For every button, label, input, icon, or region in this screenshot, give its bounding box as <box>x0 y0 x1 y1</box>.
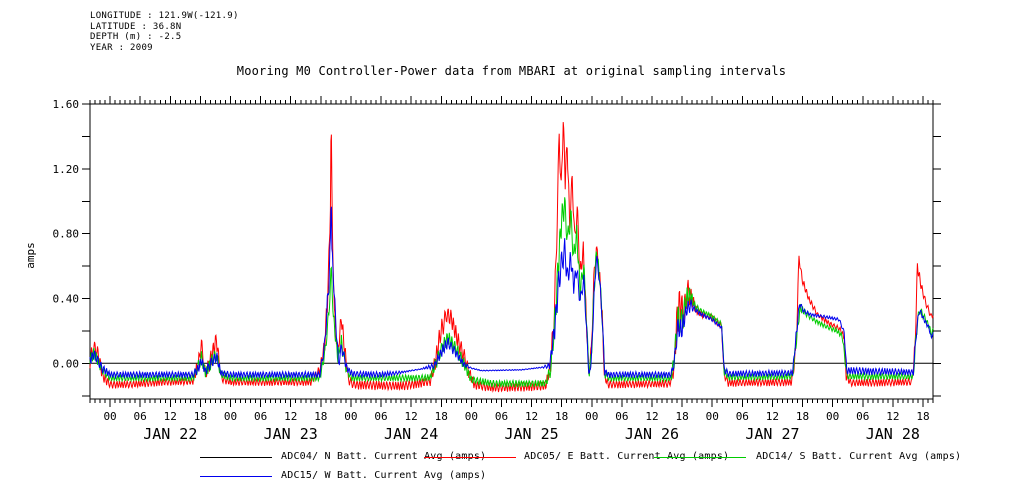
svg-text:06: 06 <box>736 410 749 423</box>
svg-text:06: 06 <box>134 410 147 423</box>
meta-depth: DEPTH (m) : -2.5 <box>90 32 182 42</box>
svg-text:06: 06 <box>495 410 508 423</box>
svg-text:0.80: 0.80 <box>53 228 80 241</box>
meta-longitude: LONGITUDE : 121.9W(-121.9) <box>90 11 239 21</box>
svg-text:0.00: 0.00 <box>53 357 80 370</box>
svg-text:18: 18 <box>675 410 688 423</box>
legend-label-adc14: ADC14/ S Batt. Current Avg (amps) <box>756 451 962 462</box>
legend-label-adc04: ADC04/ N Batt. Current Avg (amps) <box>281 451 487 462</box>
svg-text:00: 00 <box>224 410 237 423</box>
svg-text:00: 00 <box>585 410 598 423</box>
legend-line-adc04 <box>200 457 272 458</box>
svg-text:1.20: 1.20 <box>53 163 80 176</box>
legend-label-adc15: ADC15/ W Batt. Current Avg (amps) <box>281 470 487 481</box>
svg-text:12: 12 <box>766 410 779 423</box>
svg-text:00: 00 <box>103 410 116 423</box>
svg-text:18: 18 <box>194 410 207 423</box>
svg-text:18: 18 <box>555 410 568 423</box>
svg-text:12: 12 <box>164 410 177 423</box>
svg-text:0.40: 0.40 <box>53 293 80 306</box>
meta-latitude: LATITUDE : 36.8N <box>90 21 182 32</box>
svg-text:12: 12 <box>405 410 418 423</box>
meta-block: LONGITUDE : 121.9W(-121.9) LATITUDE : 36… <box>90 11 239 53</box>
svg-text:12: 12 <box>645 410 658 423</box>
svg-text:JAN 25: JAN 25 <box>504 425 558 443</box>
svg-text:JAN 24: JAN 24 <box>384 425 438 443</box>
svg-text:06: 06 <box>856 410 869 423</box>
svg-text:JAN 22: JAN 22 <box>143 425 197 443</box>
legend-line-adc15 <box>200 476 272 477</box>
svg-text:06: 06 <box>615 410 628 423</box>
svg-text:amps: amps <box>24 242 37 269</box>
svg-text:JAN 26: JAN 26 <box>625 425 679 443</box>
svg-text:1.60: 1.60 <box>53 98 80 111</box>
svg-text:18: 18 <box>314 410 327 423</box>
meta-year: YEAR : 2009 <box>90 42 153 53</box>
svg-text:12: 12 <box>886 410 899 423</box>
svg-text:18: 18 <box>435 410 448 423</box>
svg-text:06: 06 <box>374 410 387 423</box>
svg-text:00: 00 <box>706 410 719 423</box>
svg-text:JAN 27: JAN 27 <box>745 425 799 443</box>
legend-line-adc05 <box>424 457 516 458</box>
svg-text:18: 18 <box>916 410 929 423</box>
svg-text:JAN 28: JAN 28 <box>866 425 920 443</box>
svg-text:00: 00 <box>826 410 839 423</box>
svg-text:12: 12 <box>284 410 297 423</box>
svg-text:00: 00 <box>344 410 357 423</box>
legend-label-adc05: ADC05/ E Batt. Current Avg (amps) <box>524 451 730 462</box>
svg-text:12: 12 <box>525 410 538 423</box>
svg-text:00: 00 <box>465 410 478 423</box>
svg-text:JAN 23: JAN 23 <box>264 425 318 443</box>
svg-text:18: 18 <box>796 410 809 423</box>
legend-line-adc14 <box>654 457 746 458</box>
chart-title: Mooring M0 Controller-Power data from MB… <box>236 64 787 78</box>
svg-text:06: 06 <box>254 410 267 423</box>
